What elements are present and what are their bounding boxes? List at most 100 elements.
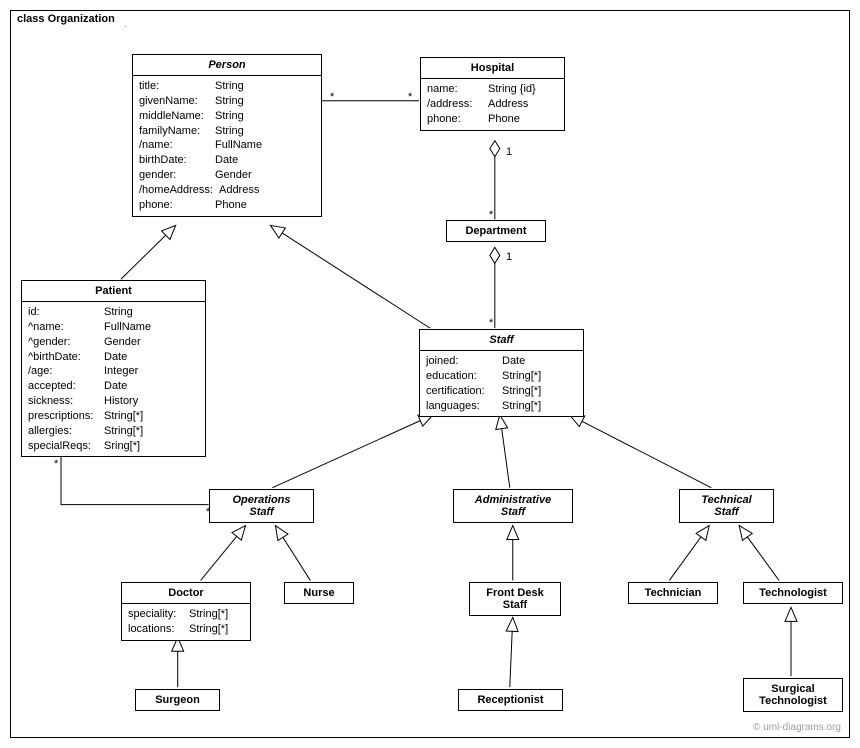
attr-name: ^birthDate:	[28, 350, 98, 365]
attr-name: /address:	[427, 97, 482, 112]
attr-type: Gender	[98, 335, 199, 350]
class-patient: Patientid:String^name:FullName^gender:Ge…	[21, 280, 206, 457]
attr-row: sickness:History	[28, 394, 199, 409]
watermark: © uml-diagrams.org	[753, 722, 841, 733]
class-hospital: Hospitalname:String {id}/address:Address…	[420, 57, 565, 131]
attr-type: Integer	[98, 364, 199, 379]
attr-row: title:String	[139, 79, 315, 94]
attr-name: /name:	[139, 138, 209, 153]
attr-name: title:	[139, 79, 209, 94]
class-attrs: id:String^name:FullName^gender:Gender^bi…	[22, 302, 205, 456]
attr-row: languages:String[*]	[426, 399, 577, 414]
attr-type: Phone	[209, 198, 315, 213]
class-receptionist: Receptionist	[458, 689, 563, 711]
attr-name: ^name:	[28, 320, 98, 335]
attr-name: locations:	[128, 622, 183, 637]
attr-name: ^gender:	[28, 335, 98, 350]
class-name: Hospital	[421, 58, 564, 79]
attr-type: Address	[482, 97, 558, 112]
class-doctor: Doctor speciality:String[*]locations:Stri…	[121, 582, 251, 641]
attr-type: String[*]	[496, 384, 577, 399]
class-admin: AdministrativeStaff	[453, 489, 573, 523]
class-person: Persontitle:StringgivenName:Stringmiddle…	[132, 54, 322, 217]
attr-type: Date	[209, 153, 315, 168]
multiplicity-label: *	[206, 506, 210, 518]
attr-row: ^name:FullName	[28, 320, 199, 335]
attr-row: specialReqs:Sring[*]	[28, 439, 199, 454]
class-name: SurgicalTechnologist	[744, 679, 842, 711]
multiplicity-label: *	[489, 209, 493, 221]
class-name: OperationsStaff	[210, 490, 313, 522]
class-technician: Technician	[628, 582, 718, 604]
attr-row: phone:Phone	[139, 198, 315, 213]
attr-row: education:String[*]	[426, 369, 577, 384]
attr-type: String	[209, 94, 315, 109]
attr-type: FullName	[209, 138, 315, 153]
attr-name: prescriptions:	[28, 409, 98, 424]
attr-row: id:String	[28, 305, 199, 320]
attr-type: String[*]	[496, 399, 577, 414]
multiplicity-label: *	[408, 91, 412, 103]
attr-type: String	[209, 79, 315, 94]
attr-type: String[*]	[183, 622, 244, 637]
attr-type: Address	[213, 183, 315, 198]
attr-type: String	[209, 124, 315, 139]
attr-name: /age:	[28, 364, 98, 379]
class-name: Technologist	[744, 583, 842, 603]
multiplicity-label: 1	[506, 146, 512, 158]
attr-name: id:	[28, 305, 98, 320]
attr-name: birthDate:	[139, 153, 209, 168]
class-name: Surgeon	[136, 690, 219, 710]
class-department: Department	[446, 220, 546, 242]
class-surgeon: Surgeon	[135, 689, 220, 711]
attr-type: Gender	[209, 168, 315, 183]
attr-row: phone:Phone	[427, 112, 558, 127]
class-attrs: name:String {id}/address:Addressphone:Ph…	[421, 79, 564, 130]
attr-row: familyName:String	[139, 124, 315, 139]
class-frontdesk: Front DeskStaff	[469, 582, 561, 616]
class-name: Department	[447, 221, 545, 241]
class-name: AdministrativeStaff	[454, 490, 572, 522]
attr-row: /age:Integer	[28, 364, 199, 379]
class-attrs: title:StringgivenName:StringmiddleName:S…	[133, 76, 321, 216]
class-technologist: Technologist	[743, 582, 843, 604]
attr-name: joined:	[426, 354, 496, 369]
attr-type: Sring[*]	[98, 439, 199, 454]
attr-type: String[*]	[98, 409, 199, 424]
attr-name: familyName:	[139, 124, 209, 139]
class-staff: Staffjoined:Dateeducation:String[*]certi…	[419, 329, 584, 417]
attr-name: allergies:	[28, 424, 98, 439]
attr-type: String {id}	[482, 82, 558, 97]
attr-type: String[*]	[183, 607, 244, 622]
class-ops: OperationsStaff	[209, 489, 314, 523]
multiplicity-label: *	[54, 458, 58, 470]
attr-row: name:String {id}	[427, 82, 558, 97]
attr-name: specialReqs:	[28, 439, 98, 454]
attr-type: String	[98, 305, 199, 320]
attr-row: gender:Gender	[139, 168, 315, 183]
attr-name: education:	[426, 369, 496, 384]
attr-row: ^birthDate:Date	[28, 350, 199, 365]
attr-name: givenName:	[139, 94, 209, 109]
class-tech: TechnicalStaff	[679, 489, 774, 523]
class-surgtech: SurgicalTechnologist	[743, 678, 843, 712]
attr-row: /address:Address	[427, 97, 558, 112]
multiplicity-label: *	[489, 317, 493, 329]
attr-row: /name:FullName	[139, 138, 315, 153]
attr-name: gender:	[139, 168, 209, 183]
class-name: Technician	[629, 583, 717, 603]
class-name: TechnicalStaff	[680, 490, 773, 522]
frame-title: class Organization	[10, 10, 126, 27]
attr-row: ^gender:Gender	[28, 335, 199, 350]
class-name: Nurse	[285, 583, 353, 603]
attr-row: givenName:String	[139, 94, 315, 109]
attr-name: /homeAddress:	[139, 183, 213, 198]
class-name: Doctor	[122, 583, 250, 604]
attr-type: Date	[98, 350, 199, 365]
class-name: Front DeskStaff	[470, 583, 560, 615]
attr-name: languages:	[426, 399, 496, 414]
attr-row: birthDate:Date	[139, 153, 315, 168]
attr-row: joined:Date	[426, 354, 577, 369]
attr-row: allergies:String[*]	[28, 424, 199, 439]
attr-name: speciality:	[128, 607, 183, 622]
